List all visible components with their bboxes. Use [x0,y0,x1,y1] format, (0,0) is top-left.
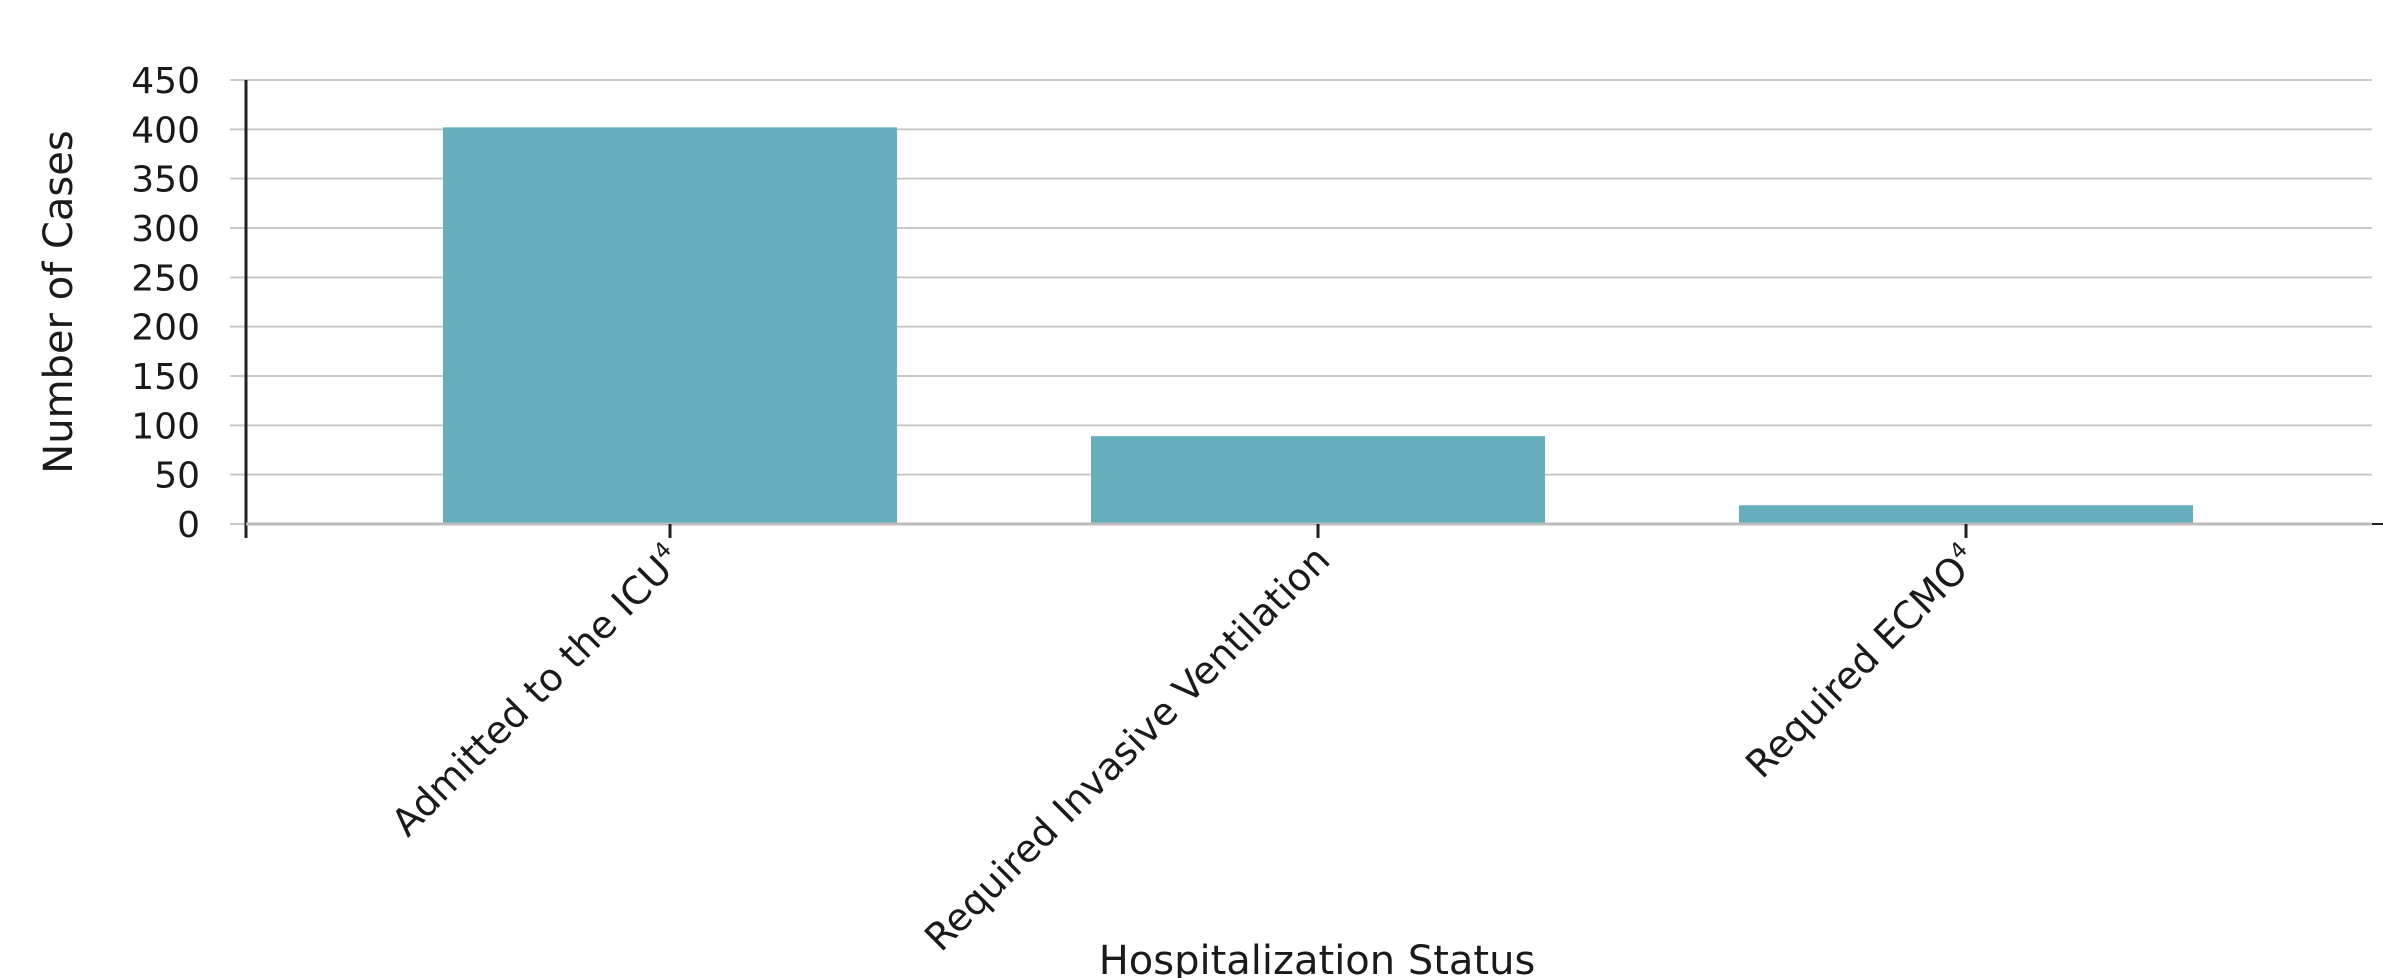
y-axis-title: Number of Cases [36,130,82,473]
x-tick-label-text: Required Invasive Ventilation [916,537,1338,959]
y-tick-label: 0 [177,505,200,546]
bars [443,127,2193,525]
x-tick-label: Required Invasive Ventilation [916,537,1338,959]
x-tick-label-text: Admitted to the ICU [383,547,680,844]
bar [1091,436,1545,524]
y-tick-label: 450 [131,61,200,102]
y-tick-label: 300 [131,209,200,250]
x-tick-labels: Admitted to the ICU4 Required Invasive Ve… [383,524,1986,960]
y-tick-label: 100 [131,406,200,447]
bar [1739,505,2193,524]
axes [244,80,2383,538]
y-tick-label: 350 [131,160,200,201]
bar [443,127,897,525]
y-tick-label: 400 [131,110,200,151]
y-tick-label: 50 [154,456,200,497]
x-tick-label: Required ECMO4 [1737,537,1986,786]
x-tick-label: Admitted to the ICU4 [383,537,690,844]
y-tick-label: 250 [131,258,200,299]
y-tick-label: 150 [131,357,200,398]
y-tick-label: 200 [131,308,200,349]
x-axis-title: Hospitalization Status [1099,938,1536,978]
y-tick-labels: 0 50 100 150 200 250 300 350 400 450 [131,61,200,546]
x-tick-label-text: Required ECMO [1737,547,1976,786]
